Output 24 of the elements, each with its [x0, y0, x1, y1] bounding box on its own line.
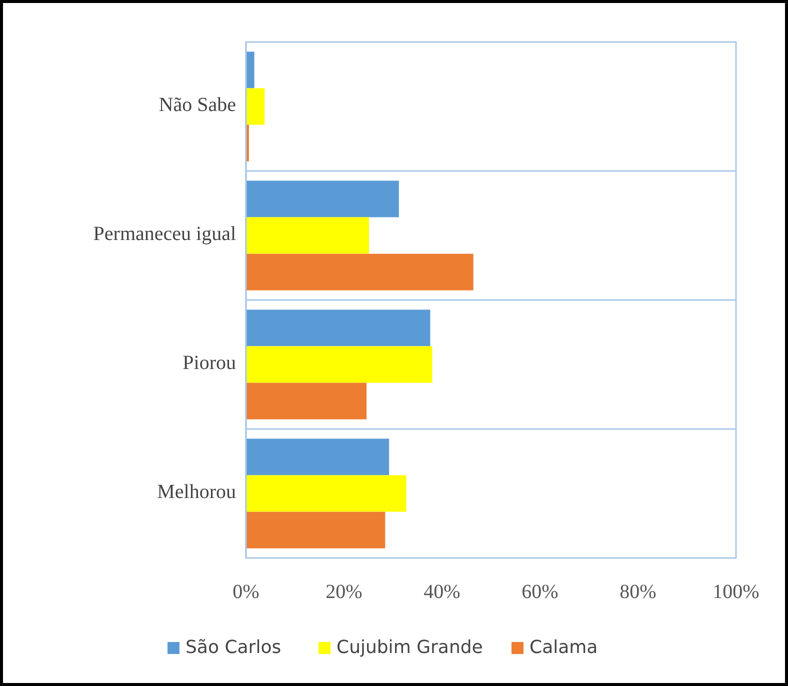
legend-label: São Carlos — [186, 636, 282, 658]
x-tick-label: 40% — [424, 581, 460, 603]
bar — [246, 310, 430, 346]
bar — [246, 475, 406, 512]
y-tick-label: Permaneceu igual — [93, 223, 236, 246]
legend-label: Calama — [530, 636, 598, 658]
bar — [246, 52, 254, 88]
y-tick-label: Não Sabe — [158, 94, 236, 116]
x-tick-label: 0% — [232, 581, 260, 603]
x-tick-label: 80% — [620, 581, 656, 603]
x-tick-label: 60% — [522, 581, 558, 603]
legend-label: Cujubim Grande — [336, 636, 483, 658]
bar — [246, 88, 265, 125]
bar — [246, 346, 432, 383]
bar — [246, 180, 399, 218]
bar — [246, 438, 390, 476]
bar — [246, 512, 386, 548]
bar — [246, 254, 474, 290]
y-tick-label: Melhorou — [157, 481, 236, 504]
x-tick-label: 20% — [326, 581, 362, 603]
y-tick-label: Piorou — [182, 352, 236, 374]
x-tick-label: 100% — [712, 581, 760, 603]
bar — [246, 217, 369, 254]
bar — [246, 382, 367, 420]
